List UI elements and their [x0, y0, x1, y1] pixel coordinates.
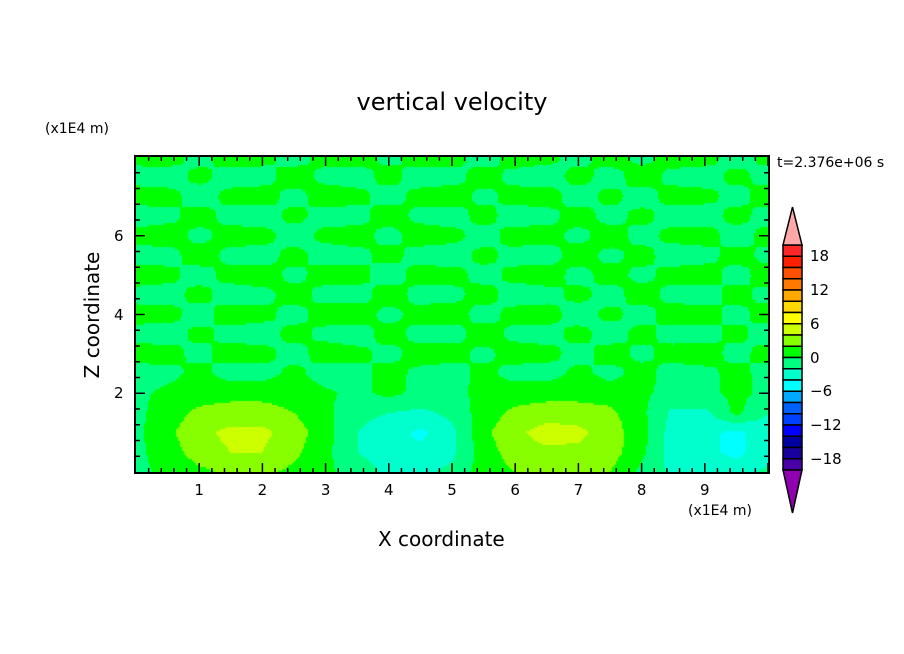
- plot-frame: [134, 155, 770, 474]
- x-tick-label: 3: [320, 481, 331, 499]
- colorbar-box: [782, 446, 803, 460]
- colorbar-box: [782, 401, 803, 415]
- colorbar-box: [782, 300, 803, 314]
- colorbar-tick-label: 18: [810, 247, 830, 266]
- colorbar-tick-label: 0: [810, 348, 820, 367]
- x-tick-label: 7: [573, 481, 584, 499]
- colorbar-box: [782, 345, 803, 359]
- colorbar-box: [782, 311, 803, 325]
- y-tick-label: 4: [114, 305, 124, 324]
- colorbar-box: [782, 379, 803, 392]
- time-label: t=2.376e+06 s: [777, 155, 885, 171]
- colorbar-box: [782, 278, 803, 291]
- x-tick-label: 6: [510, 481, 520, 499]
- y-tick-label: 2: [114, 384, 124, 403]
- colorbar-box: [782, 435, 803, 449]
- x-tick-label: 2: [257, 481, 268, 499]
- x-tick-label: 5: [447, 481, 457, 499]
- colorbar-tick-label: −18: [810, 449, 842, 468]
- colorbar-box: [782, 356, 803, 370]
- colorbar-box: [782, 266, 803, 280]
- colorbar-box: [782, 334, 803, 347]
- chart-title: vertical velocity: [356, 88, 548, 116]
- colorbar-box: [782, 368, 803, 381]
- colorbar-box: [782, 458, 803, 471]
- x-axis-label: X coordinate: [378, 527, 505, 551]
- colorbar-box: [782, 323, 803, 336]
- colorbar-box: [782, 289, 803, 302]
- y-tick-label: 6: [114, 226, 124, 245]
- z-axis-unit: (x1E4 m): [45, 121, 109, 137]
- colorbar-box: [782, 390, 803, 404]
- x-tick-label: 4: [384, 481, 394, 499]
- x-tick-label: 1: [194, 481, 204, 499]
- x-tick-label: 9: [700, 481, 710, 499]
- x-tick-label: 8: [636, 481, 647, 499]
- colorbar-box: [782, 424, 803, 437]
- colorbar-tick-label: −12: [810, 416, 842, 434]
- colorbar-box: [782, 255, 803, 269]
- colorbar-tick-label: 6: [810, 314, 820, 333]
- colorbar-box: [782, 244, 803, 257]
- colorbar-box: [782, 413, 803, 426]
- colorbar-over-triangle: [782, 206, 803, 246]
- colorbar-tick-label: −6: [810, 382, 833, 401]
- x-axis-unit: (x1E4 m): [688, 503, 752, 519]
- colorbar-tick-label: 12: [810, 281, 830, 299]
- colorbar-under-triangle: [782, 469, 803, 514]
- contour-field: [136, 157, 768, 472]
